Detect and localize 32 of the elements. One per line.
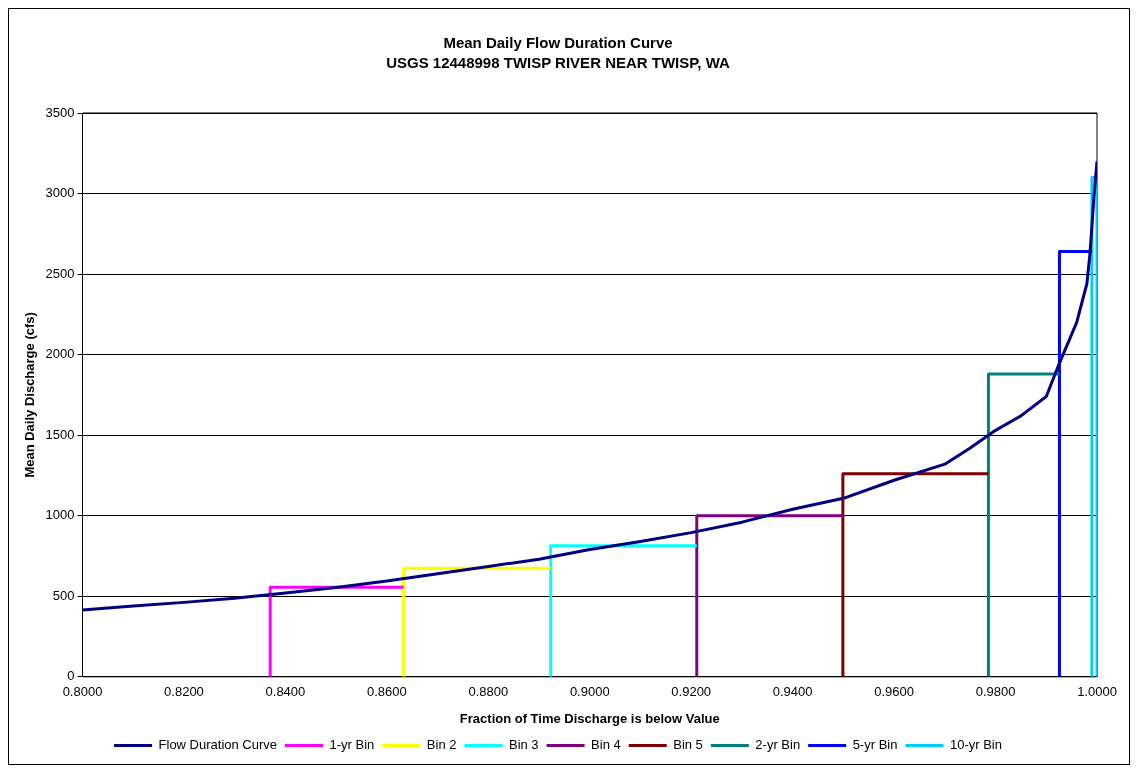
legend-label: Bin 4 [591,737,621,753]
x-tick-label: 0.8000 [62,684,103,700]
y-tick-label: 1500 [45,426,75,442]
y-tick-label: 3500 [45,104,75,120]
y-tick-label: 1000 [45,507,75,523]
legend-label: Flow Duration Curve [158,737,278,753]
x-tick-label: 0.8200 [164,684,204,700]
legend-label: Bin 5 [673,737,703,753]
x-tick-label: 1.0000 [1077,684,1117,700]
legend-label: 2-yr Bin [755,737,801,753]
legend-label: Bin 3 [508,737,539,753]
y-tick-label: 2500 [45,265,75,281]
y-tick-label: 500 [52,587,75,603]
x-tick-label: 0.9200 [671,684,712,700]
chart-title: Mean Daily Flow Duration Curve [443,34,673,52]
y-tick-label: 2000 [45,346,75,362]
legend-label: 5-yr Bin [852,737,898,753]
x-tick-label: 0.9000 [569,684,610,700]
x-tick-label: 0.8400 [265,684,306,700]
x-tick-label: 0.8600 [366,684,407,700]
y-axis-title: Mean Daily Discharge (cfs) [22,312,38,478]
x-tick-label: 0.8800 [468,684,509,700]
x-axis-title: Fraction of Time Discharge is below Value [459,710,720,726]
y-tick-label: 0 [67,668,75,684]
chart-subtitle: USGS 12448998 TWISP RIVER NEAR TWISP, WA [386,54,731,72]
legend-label: 10-yr Bin [949,737,1002,753]
x-tick-label: 0.9600 [874,684,914,700]
legend-label: 1-yr Bin [329,737,375,753]
x-tick-label: 0.9800 [975,684,1016,700]
y-tick-label: 3000 [45,185,75,201]
x-tick-label: 0.9400 [772,684,813,700]
legend-label: Bin 2 [426,737,457,753]
